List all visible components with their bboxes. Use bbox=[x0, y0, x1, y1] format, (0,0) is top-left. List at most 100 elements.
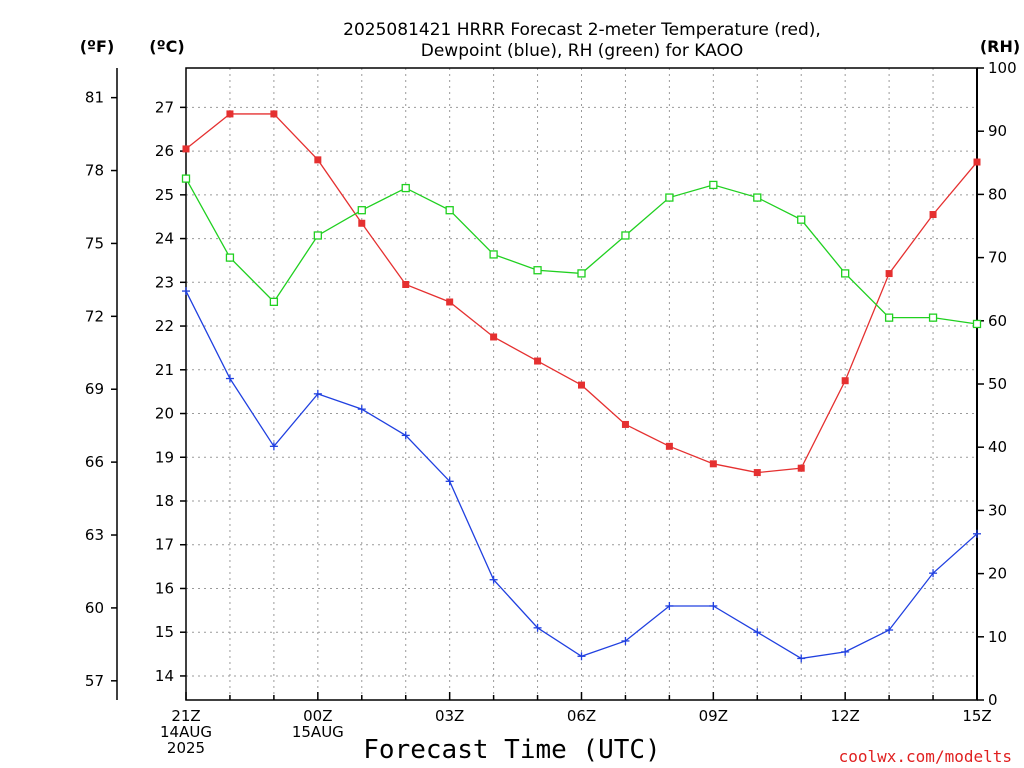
temperature-point bbox=[841, 377, 849, 385]
rh-point bbox=[225, 253, 235, 262]
rh-point bbox=[577, 269, 586, 278]
rh-point bbox=[357, 206, 366, 215]
fahrenheit-tick-label: 75 bbox=[85, 234, 104, 252]
rh-tick-label: 0 bbox=[988, 691, 998, 709]
x-tick-label: 14AUG bbox=[160, 723, 212, 741]
temperature-point bbox=[534, 357, 542, 365]
celsius-tick-label: 14 bbox=[155, 667, 174, 685]
dewpoint-point bbox=[182, 287, 190, 296]
celsius-tick-label: 26 bbox=[155, 142, 174, 160]
dewpoint-point bbox=[885, 626, 894, 635]
dewpoint-point bbox=[929, 569, 938, 578]
rh-tick-label: 30 bbox=[988, 501, 1007, 519]
rh-point bbox=[181, 174, 191, 183]
fahrenheit-tick-label: 81 bbox=[85, 89, 104, 107]
x-axis-label: Forecast Time (UTC) bbox=[363, 735, 660, 765]
rh-tick-label: 80 bbox=[988, 185, 1007, 203]
dewpoint-point bbox=[841, 647, 850, 656]
x-tick-label: 06Z bbox=[567, 707, 596, 725]
celsius-tick-label: 15 bbox=[155, 623, 174, 641]
fahrenheit-unit-label: (ºF) bbox=[80, 37, 115, 56]
dewpoint-point bbox=[313, 389, 322, 398]
rh-tick-label: 20 bbox=[988, 565, 1007, 583]
fahrenheit-tick-label: 72 bbox=[85, 307, 104, 325]
temperature-point bbox=[402, 280, 410, 288]
dewpoint-point bbox=[709, 601, 718, 610]
x-tick-label: 15AUG bbox=[292, 723, 344, 741]
x-tick-label: 03Z bbox=[435, 707, 464, 725]
temperature-point bbox=[929, 211, 937, 219]
fahrenheit-tick-label: 63 bbox=[85, 526, 104, 544]
rh-point bbox=[533, 266, 542, 275]
rh-point bbox=[797, 215, 806, 224]
temperature-point bbox=[226, 110, 234, 118]
temperature-point bbox=[358, 219, 366, 227]
dewpoint-point bbox=[357, 405, 366, 414]
rh-point bbox=[928, 313, 938, 322]
x-tick-label: 12Z bbox=[830, 707, 859, 725]
rh-tick-label: 50 bbox=[988, 375, 1007, 393]
celsius-tick-label: 20 bbox=[155, 405, 174, 423]
celsius-tick-label: 23 bbox=[155, 273, 174, 291]
fahrenheit-tick-label: 78 bbox=[85, 162, 104, 180]
temperature-point bbox=[270, 110, 278, 118]
x-tick-label: 09Z bbox=[699, 707, 728, 725]
rh-point bbox=[884, 313, 894, 322]
rh-tick-label: 40 bbox=[988, 438, 1007, 456]
fahrenheit-tick-label: 66 bbox=[85, 453, 104, 471]
temperature-point bbox=[490, 333, 498, 341]
rh-point bbox=[753, 193, 762, 202]
temperature-point bbox=[973, 158, 981, 166]
dewpoint-point bbox=[225, 374, 234, 383]
rh-point bbox=[313, 231, 322, 240]
dewpoint-point bbox=[753, 628, 762, 637]
temperature-point bbox=[621, 420, 629, 428]
dewpoint-point bbox=[445, 477, 454, 486]
dewpoint-point bbox=[797, 654, 806, 663]
x-tick-label: 21Z bbox=[171, 707, 200, 725]
temperature-point bbox=[709, 460, 717, 468]
fahrenheit-tick-label: 69 bbox=[85, 380, 104, 398]
temperature-point bbox=[753, 469, 761, 477]
dewpoint-point bbox=[973, 529, 981, 538]
rh-tick-label: 70 bbox=[988, 249, 1007, 267]
rh-tick-label: 60 bbox=[988, 312, 1007, 330]
celsius-tick-label: 25 bbox=[155, 186, 174, 204]
rh-tick-label: 100 bbox=[988, 59, 1017, 77]
series-layer bbox=[181, 110, 982, 663]
fahrenheit-tick-label: 60 bbox=[85, 599, 104, 617]
celsius-tick-label: 27 bbox=[155, 98, 174, 116]
rh-tick-label: 90 bbox=[988, 122, 1007, 140]
dewpoint-point bbox=[401, 431, 410, 440]
celsius-tick-label: 22 bbox=[155, 317, 174, 335]
celsius-unit-label: (ºC) bbox=[149, 37, 184, 56]
celsius-tick-label: 18 bbox=[155, 492, 174, 510]
celsius-tick-label: 21 bbox=[155, 361, 174, 379]
dewpoint-point bbox=[577, 652, 586, 661]
x-tick-label: 00Z bbox=[303, 707, 332, 725]
fahrenheit-tick-label: 57 bbox=[85, 672, 104, 690]
temperature-point bbox=[665, 442, 673, 450]
rh-point bbox=[841, 269, 850, 278]
rh-point bbox=[401, 183, 410, 193]
celsius-tick-label: 19 bbox=[155, 448, 174, 466]
dewpoint-point bbox=[533, 623, 542, 632]
axes: 14 15 16 17 18 19 20 21 22 23 24 25 26 27 57 60 63 66 69 72… bbox=[85, 59, 1017, 757]
temperature-point bbox=[797, 464, 805, 472]
rh-point bbox=[269, 297, 279, 306]
credit-text: coolwx.com/modelts bbox=[839, 747, 1012, 766]
chart-title-line-2: Dewpoint (blue), RH (green) for KAOO bbox=[421, 41, 744, 61]
temperature-point bbox=[314, 156, 322, 164]
x-tick-label: 2025 bbox=[167, 739, 205, 757]
rh-point bbox=[489, 250, 498, 259]
temperature-point bbox=[578, 381, 585, 389]
dewpoint-point bbox=[269, 442, 278, 451]
celsius-tick-label: 17 bbox=[155, 536, 174, 554]
temperature-point bbox=[446, 298, 454, 306]
rh-point bbox=[665, 193, 674, 202]
celsius-tick-label: 16 bbox=[155, 579, 174, 597]
dewpoint-point bbox=[665, 601, 674, 610]
celsius-tick-label: 24 bbox=[155, 230, 174, 248]
rh-point bbox=[621, 231, 630, 240]
